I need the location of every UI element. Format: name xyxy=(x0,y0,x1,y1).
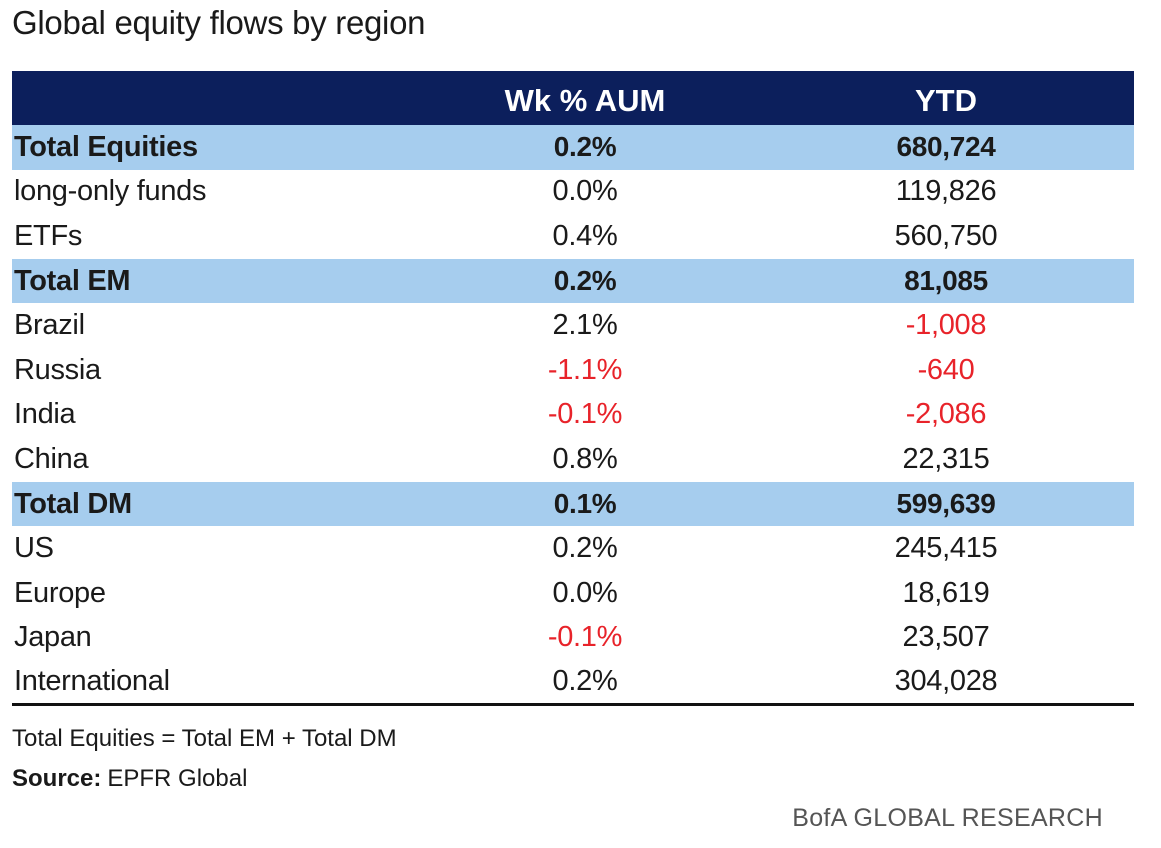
table-row: ETFs 0.4% 560,750 xyxy=(12,214,1134,259)
ytd-value: 245,415 xyxy=(894,532,998,565)
table-row: US 0.2% 245,415 xyxy=(12,526,1134,571)
ytd-value: 22,315 xyxy=(902,442,990,475)
ytd-value: 599,639 xyxy=(896,488,996,520)
row-label: Total Equities xyxy=(14,130,198,163)
header-label-column xyxy=(12,71,412,125)
table-body: Total Equities 0.2% 680,724 long-only funds… xyxy=(12,125,1134,705)
wk-aum-value: 0.8% xyxy=(552,442,618,475)
table-row: Russia -1.1% -640 xyxy=(12,348,1134,393)
wk-aum-value: 0.4% xyxy=(552,219,618,252)
ytd-value: 81,085 xyxy=(904,265,988,297)
source-label: Source: xyxy=(12,765,102,792)
brand-logo-text: BofA GLOBAL RESEARCH xyxy=(792,804,1103,832)
row-label: ETFs xyxy=(14,219,83,252)
row-label: Russia xyxy=(14,353,101,386)
row-label: Japan xyxy=(14,621,92,654)
row-label: Brazil xyxy=(14,309,85,342)
row-label: Europe xyxy=(14,576,106,609)
wk-aum-value: 0.0% xyxy=(552,175,618,208)
table-row-total: Total Equities 0.2% 680,724 xyxy=(12,125,1134,170)
header-ytd: YTD xyxy=(915,83,977,118)
footnote: Total Equities = Total EM + Total DM xyxy=(12,725,397,752)
row-label: US xyxy=(14,532,54,565)
table-row: India -0.1% -2,086 xyxy=(12,393,1134,438)
wk-aum-value: 0.2% xyxy=(552,665,618,698)
table-row-total: Total DM 0.1% 599,639 xyxy=(12,481,1134,527)
table-row-total: Total EM 0.2% 81,085 xyxy=(12,258,1134,304)
wk-aum-value: -1.1% xyxy=(547,353,623,386)
row-label: India xyxy=(14,398,76,431)
wk-aum-value: -0.1% xyxy=(547,621,623,654)
chart-title: Global equity flows by region xyxy=(12,4,426,41)
table-row: China 0.8% 22,315 xyxy=(12,437,1134,482)
wk-aum-value: 2.1% xyxy=(552,309,618,342)
ytd-value: -2,086 xyxy=(905,398,987,431)
ytd-value: 23,507 xyxy=(902,621,990,654)
row-label: International xyxy=(14,665,170,698)
table-row: Brazil 2.1% -1,008 xyxy=(12,303,1134,348)
ytd-value: -1,008 xyxy=(905,309,987,342)
row-label: China xyxy=(14,442,89,475)
source-line: Source: EPFR Global xyxy=(12,765,247,793)
table-row: long-only funds 0.0% 119,826 xyxy=(12,170,1134,215)
ytd-value: 304,028 xyxy=(894,665,998,698)
ytd-value: 18,619 xyxy=(902,576,990,609)
table-header-row: Wk % AUM YTD xyxy=(12,71,1134,125)
source-value: EPFR Global xyxy=(107,765,248,792)
ytd-value: 560,750 xyxy=(894,219,998,252)
header-wk-aum: Wk % AUM xyxy=(504,83,666,118)
wk-aum-value: 0.2% xyxy=(553,265,617,297)
equity-flows-table: Wk % AUM YTD Total Equities 0.2% 680,724 lo… xyxy=(12,71,1134,706)
table-row: Europe 0.0% 18,619 xyxy=(12,571,1134,616)
table-row: International 0.2% 304,028 xyxy=(12,660,1134,705)
ytd-value: -640 xyxy=(917,353,975,386)
table-row: Japan -0.1% 23,507 xyxy=(12,616,1134,661)
wk-aum-value: 0.2% xyxy=(553,131,617,163)
wk-aum-value: -0.1% xyxy=(547,398,623,431)
row-label: long-only funds xyxy=(14,175,207,208)
wk-aum-value: 0.2% xyxy=(552,532,618,565)
wk-aum-value: 0.1% xyxy=(553,488,617,520)
row-label: Total EM xyxy=(14,264,131,297)
row-label: Total DM xyxy=(14,487,132,520)
wk-aum-value: 0.0% xyxy=(552,576,618,609)
ytd-value: 119,826 xyxy=(895,175,997,208)
ytd-value: 680,724 xyxy=(896,131,996,163)
